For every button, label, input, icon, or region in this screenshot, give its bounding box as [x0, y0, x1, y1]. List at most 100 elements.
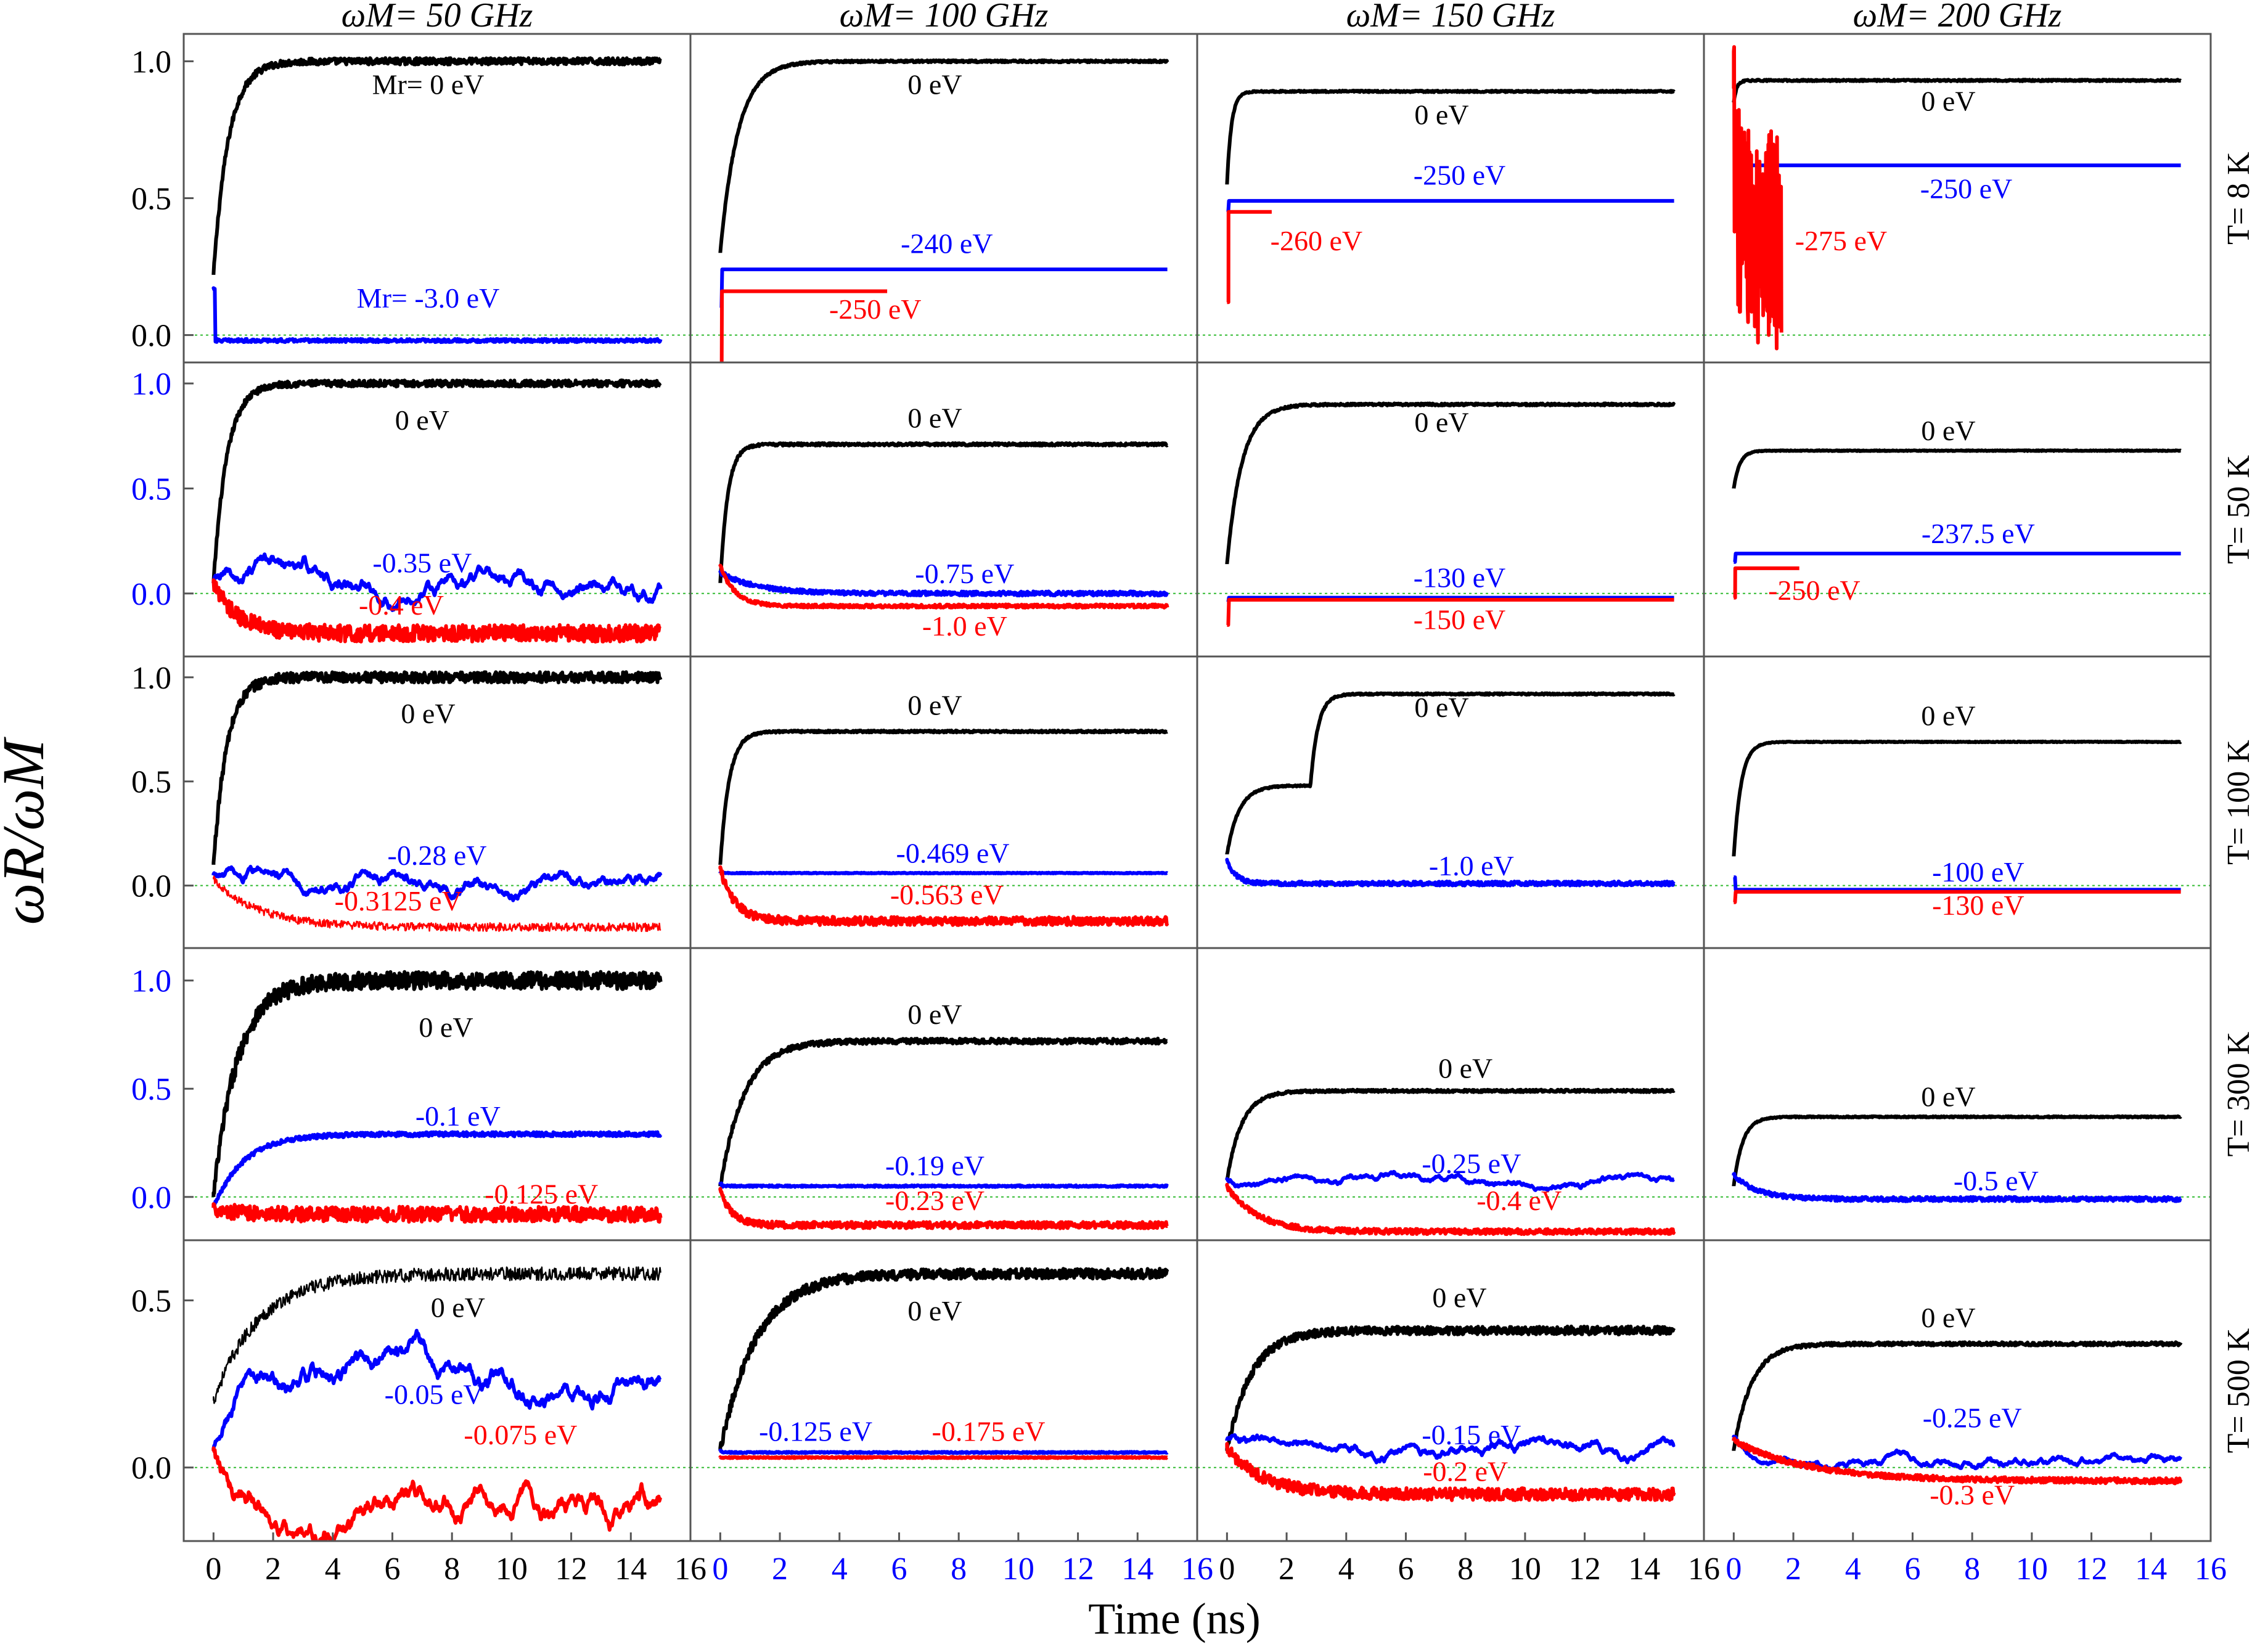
series-line-red	[1226, 598, 1676, 627]
x-tick-label: 16	[1181, 1552, 1213, 1587]
series-line-blue	[1225, 1169, 1676, 1192]
series-label-red: -0.075 eV	[464, 1419, 577, 1450]
x-tick-label: 4	[832, 1552, 848, 1587]
series-line-red	[718, 563, 1169, 610]
y-tick-label: 1.0	[131, 44, 171, 80]
series-label-red: -150 eV	[1414, 604, 1505, 636]
series-label-black: 0 eV	[907, 403, 962, 434]
series-label-black: 0 eV	[1921, 85, 1975, 117]
series-label-red: -250 eV	[829, 293, 921, 325]
x-tick-label: 8	[444, 1552, 460, 1587]
x-tick-label: 4	[1338, 1552, 1354, 1587]
series-label-red: -0.2 eV	[1423, 1455, 1508, 1487]
series-label-blue: -0.125 eV	[759, 1415, 872, 1447]
series-line-black	[718, 728, 1169, 867]
row-label: T= 8 K	[2221, 152, 2256, 245]
series-label-black: 0 eV	[419, 1012, 473, 1043]
panel-r4-c0: 0 eV -0.05 eV -0.075 eV 0.0 0.5 0 2 4 6 8 10 12 14 16	[131, 1239, 706, 1587]
series-label-black: 0 eV	[1921, 1302, 1975, 1333]
x-tick-label: 12	[555, 1552, 587, 1587]
series-label-black: 0 eV	[1438, 1053, 1492, 1084]
series-label-black: 0 eV	[1414, 692, 1468, 723]
y-tick-label: 0.0	[131, 869, 171, 904]
y-tick-label: 0.5	[131, 1072, 171, 1107]
panel-r1-c0: 0 eV -0.35 eV -0.4 eV 0.0 0.5 1.0	[131, 361, 692, 658]
x-tick-label: 0	[205, 1552, 221, 1587]
series-label-red: -0.3125 eV	[335, 885, 462, 917]
panel-r4-c1: 0 eV -0.125 eV -0.175 eV 0 2 4 6 8 10 12 14 16	[689, 1239, 1213, 1587]
series-line-red	[718, 289, 889, 362]
series-label-blue: -250 eV	[1920, 173, 2012, 205]
series-line-blue	[718, 1181, 1169, 1189]
x-tick-label: 16	[1688, 1552, 1720, 1587]
y-tick-label: 0.0	[131, 319, 171, 354]
series-line-red	[718, 865, 1169, 927]
series-line-black	[1732, 739, 2182, 858]
x-axis-label: Time (ns)	[1088, 1594, 1260, 1643]
series-line-red	[718, 1187, 1169, 1230]
series-line-black	[1732, 448, 2182, 491]
series-label-blue: -0.05 eV	[385, 1379, 484, 1410]
x-tick-label: 0	[1219, 1552, 1235, 1587]
panel-r0-c1: 0 eV -240 eV -250 eV ωM= 100 GHz	[689, 0, 1198, 364]
series-line-black	[1225, 1087, 1676, 1181]
series-line-blue	[718, 570, 1169, 598]
series-label-blue: -0.5 eV	[1954, 1165, 2039, 1196]
x-tick-label: 10	[496, 1552, 528, 1587]
series-line-black	[1732, 1114, 2182, 1188]
series-line-blue	[211, 1328, 662, 1451]
series-label-red: -0.23 eV	[885, 1185, 985, 1216]
series-label-blue: -0.28 eV	[388, 840, 487, 871]
series-label-black: 0 eV	[907, 69, 962, 100]
series-label-black: 0 eV	[907, 999, 962, 1030]
x-tick-label: 14	[1628, 1552, 1660, 1587]
series-line-red	[1732, 1436, 2183, 1486]
panel-r3-c2: 0 eV -0.25 eV -0.4 eV	[1196, 947, 1705, 1241]
series-label-blue: -0.469 eV	[896, 837, 1010, 869]
y-tick-label: 0.5	[131, 1284, 171, 1319]
panel-r1-c3: 0 eV -237.5 eV -250 eV T= 50 K	[1703, 361, 2256, 658]
panel-r3-c0: 0 eV -0.1 eV -0.125 eV 0.0 0.5 1.0	[131, 947, 692, 1241]
panel-r0-c3: 0 eV -250 eV -275 eV T= 8 K ωM= 200 GHz	[1703, 0, 2256, 364]
series-line-blue	[211, 286, 663, 345]
series-line-blue	[1225, 857, 1676, 888]
series-line-red	[1225, 1182, 1676, 1237]
series-line-red	[211, 1202, 663, 1224]
series-label-black: 0 eV	[1432, 1282, 1486, 1313]
series-line-red	[718, 1455, 1169, 1460]
series-label-blue: -0.25 eV	[1422, 1148, 1521, 1179]
series-label-blue: -1.0 eV	[1429, 850, 1514, 881]
series-line-black	[718, 58, 1169, 255]
x-tick-label: 4	[325, 1552, 341, 1587]
series-line-red	[213, 875, 661, 933]
x-tick-label: 14	[1121, 1552, 1153, 1587]
x-tick-label: 2	[1279, 1552, 1295, 1587]
x-tick-label: 12	[1569, 1552, 1601, 1587]
x-tick-label: 12	[2076, 1552, 2108, 1587]
series-line-black	[1225, 691, 1676, 856]
series-label-red: -0.3 eV	[1930, 1479, 2015, 1510]
series-label-blue: -100 eV	[1932, 856, 2024, 888]
x-tick-label: 10	[1002, 1552, 1034, 1587]
series-label-black: 0 eV	[1414, 99, 1468, 131]
series-label-black: 0 eV	[395, 404, 449, 436]
series-line-black	[718, 1036, 1169, 1187]
column-title: ωM= 50 GHz	[342, 0, 533, 35]
x-tick-label: 12	[1062, 1552, 1094, 1587]
series-line-black	[1732, 78, 2182, 104]
series-label-red: -0.175 eV	[932, 1415, 1046, 1447]
panels-layer: Mr= 0 eV Mr= -3.0 eV 0.0 0.5 1.0 ωM= 50 GHz 0 …	[131, 0, 2256, 1587]
series-line-black	[211, 670, 663, 865]
x-tick-label: 6	[384, 1552, 400, 1587]
series-line-red	[1732, 889, 2182, 904]
series-line-black	[211, 56, 662, 276]
series-label-blue: -237.5 eV	[1922, 518, 2035, 549]
series-line-black	[1732, 1340, 2183, 1452]
series-label-black: 0 eV	[1414, 406, 1468, 438]
y-tick-label: 1.0	[131, 367, 171, 402]
series-label-black: 0 eV	[907, 1295, 962, 1327]
series-line-blue	[1732, 1172, 2182, 1203]
x-tick-label: 2	[772, 1552, 788, 1587]
series-label-black: 0 eV	[1921, 415, 1975, 446]
